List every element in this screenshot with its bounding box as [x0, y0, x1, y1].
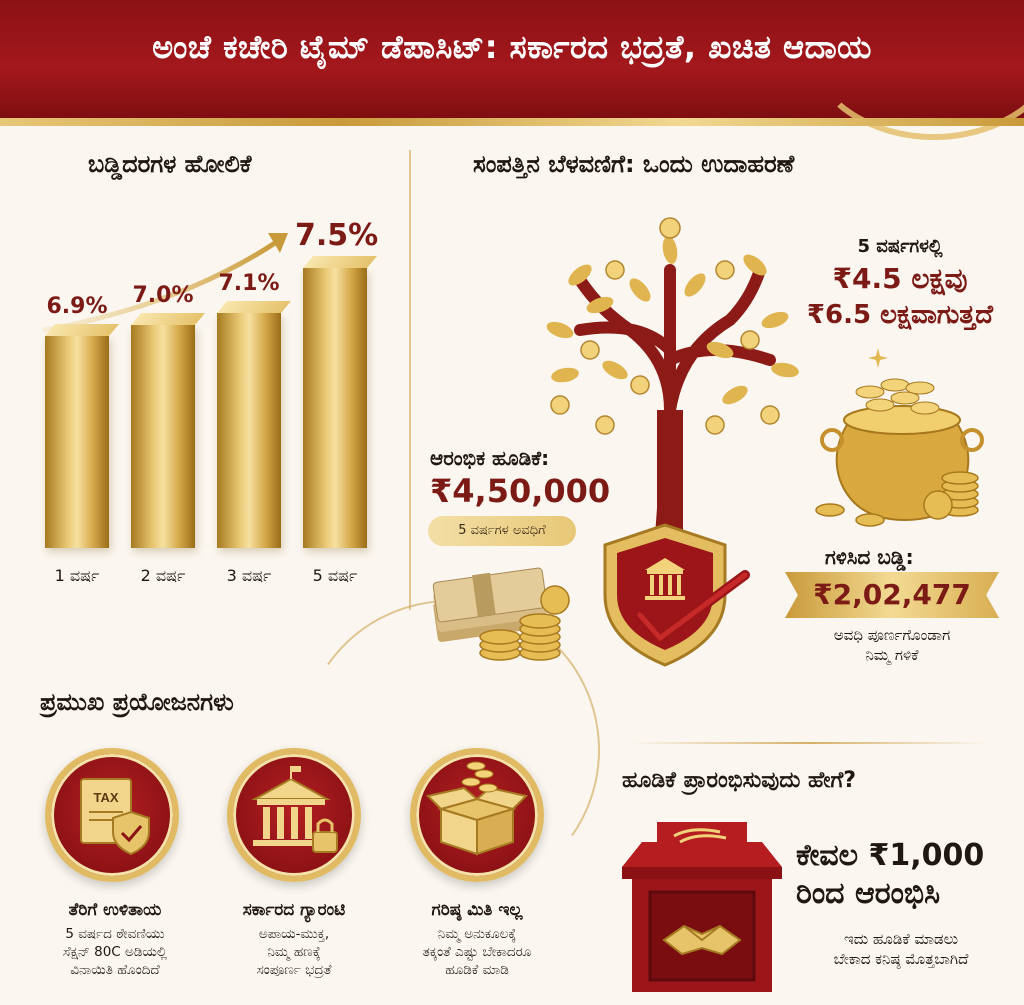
- page-title: ಅಂಚೆ ಕಚೇರಿ ಟೈಮ್ ಡೆಪಾಸಿಟ್: ಸರ್ಕಾರದ ಭದ್ರತೆ…: [152, 28, 872, 66]
- interest-earned-amount: ₹2,02,477: [813, 578, 971, 611]
- header-gold-swoosh: [804, 0, 1024, 140]
- rate-term-label-3: 3 ವರ್ಷ: [226, 566, 272, 585]
- tax-badge-text: TAX: [93, 790, 118, 805]
- benefit-desc-tax-line2: ಸೆಕ್ಷನ್ 80C ಅಡಿಯಲ್ಲಿ: [62, 944, 168, 960]
- header-gold-stripe: [0, 118, 1024, 126]
- section-divider-horizontal: [630, 742, 990, 744]
- growth-heading: ಸಂಪತ್ತಿನ ಬೆಳವಣಿಗೆ: ಒಂದು ಉದಾಹರಣೆ: [473, 150, 795, 178]
- interest-note-line2: ನಿಮ್ಮ ಗಳಿಕೆ: [865, 646, 919, 664]
- interest-earned-label: ಗಳಿಸಿದ ಬಡ್ಡಿ:: [825, 545, 914, 569]
- benefit-desc-guarantee-line1: ಅಪಾಯ-ಮುಕ್ತ,: [258, 926, 330, 942]
- interest-ribbon: [785, 572, 999, 618]
- money-tree-icon: [546, 217, 799, 550]
- bank-lock-icon: [251, 766, 338, 853]
- interest-note-line1: ಅವಧಿ ಪೂರ್ಣಗೊಂಡಾಗ: [833, 626, 951, 644]
- benefit-title-guarantee: ಸರ್ಕಾರದ ಗ್ಯಾರಂಟಿ: [242, 900, 346, 920]
- rate-bar-2: [131, 324, 195, 548]
- initial-investment-amount: ₹4,50,000: [430, 472, 611, 510]
- rate-bar-3: [217, 313, 281, 548]
- start-amount-line2: ರಿಂದ ಆರಂಭಿಸಿ: [796, 876, 941, 911]
- rate-bar-1: [45, 336, 109, 548]
- sparkle-icon: [868, 348, 888, 368]
- section-divider-vertical: [395, 150, 411, 610]
- rates-heading: ಬಡ್ಡಿದರಗಳ ಹೋಲಿಕೆ: [88, 150, 252, 178]
- benefit-title-tax: ತೆರಿಗೆ ಉಳಿತಾಯ: [68, 900, 162, 920]
- benefit-desc-guarantee-line3: ಸಂಪೂರ್ಣ ಭದ್ರತೆ: [256, 962, 332, 978]
- benefit-circle-tax: TAX: [45, 748, 179, 882]
- benefit-desc-tax-line1: 5 ವರ್ಷದ ಠೇವಣಿಯು: [65, 926, 165, 942]
- rate-value-label-3: 7.1%: [218, 271, 280, 297]
- post-office-handshake-icon: [622, 822, 782, 992]
- start-amount-line1: ಕೇವಲ ₹1,000: [796, 838, 985, 873]
- benefits-heading: ಪ್ರಮುಖ ಪ್ರಯೋಜನಗಳು: [40, 688, 234, 716]
- benefit-title-no-limit: ಗರಿಷ್ಠ ಮಿತಿ ಇಲ್ಲ: [431, 900, 523, 920]
- benefit-desc-no-limit-line1: ನಿಮ್ಮ ಅನುಕೂಲಕ್ಕೆ: [437, 926, 517, 942]
- growth-summary-line3: ₹6.5 ಲಕ್ಷವಾಗುತ್ತದೆ: [806, 300, 994, 330]
- cash-coins-icon: [432, 567, 570, 661]
- benefit-desc-no-limit-line2: ತಕ್ಕಂತೆ ಎಷ್ಟು ಬೇಕಾದರೂ: [422, 944, 532, 960]
- rate-term-label-2: 2 ವರ್ಷ: [140, 566, 186, 585]
- initial-investment-label: ಆರಂಭಿಕ ಹೂಡಿಕೆ:: [430, 446, 550, 470]
- benefit-desc-tax-line3: ವಿನಾಯಿತಿ ಹೊಂದಿದೆ: [70, 962, 160, 978]
- shield-check-icon: [603, 523, 750, 667]
- benefit-circle-guarantee: [227, 748, 361, 882]
- rate-term-label-4: 5 ವರ್ಷ: [312, 566, 358, 585]
- benefit-circle-no-limit: [410, 748, 544, 882]
- period-pill: 5 ವರ್ಷಗಳ ಅವಧಿಗೆ: [428, 516, 576, 546]
- benefit-desc-no-limit-line3: ಹೂಡಿಕೆ ಮಾಡಿ: [445, 962, 509, 978]
- start-note-line1: ಇದು ಹೂಡಿಕೆ ಮಾಡಲು: [843, 930, 959, 948]
- start-heading: ಹೂಡಿಕೆ ಪ್ರಾರಂಭಿಸುವುದು ಹೇಗೆ?: [622, 768, 857, 793]
- benefit-desc-guarantee-line2: ನಿಮ್ಮ ಹಣಕ್ಕೆ: [267, 944, 321, 960]
- growth-summary-line1: 5 ವರ್ಷಗಳಲ್ಲಿ: [857, 236, 943, 257]
- rate-bar-4: [303, 268, 367, 548]
- tax-shield-icon: TAX: [80, 778, 150, 856]
- open-box-coins-icon: [426, 761, 528, 856]
- rate-value-label-2: 7.0%: [132, 282, 194, 308]
- start-note-line2: ಬೇಕಾದ ಕನಿಷ್ಠ ಮೊತ್ತಬಾಗಿದೆ: [833, 950, 969, 968]
- growth-summary-line2: ₹4.5 ಲಕ್ಷವು: [832, 262, 968, 295]
- gold-pot-icon: [815, 378, 984, 527]
- rate-value-label-4: 7.5%: [295, 218, 379, 253]
- rate-value-label-1: 6.9%: [46, 294, 108, 319]
- rate-term-label-1: 1 ವರ್ಷ: [54, 566, 100, 585]
